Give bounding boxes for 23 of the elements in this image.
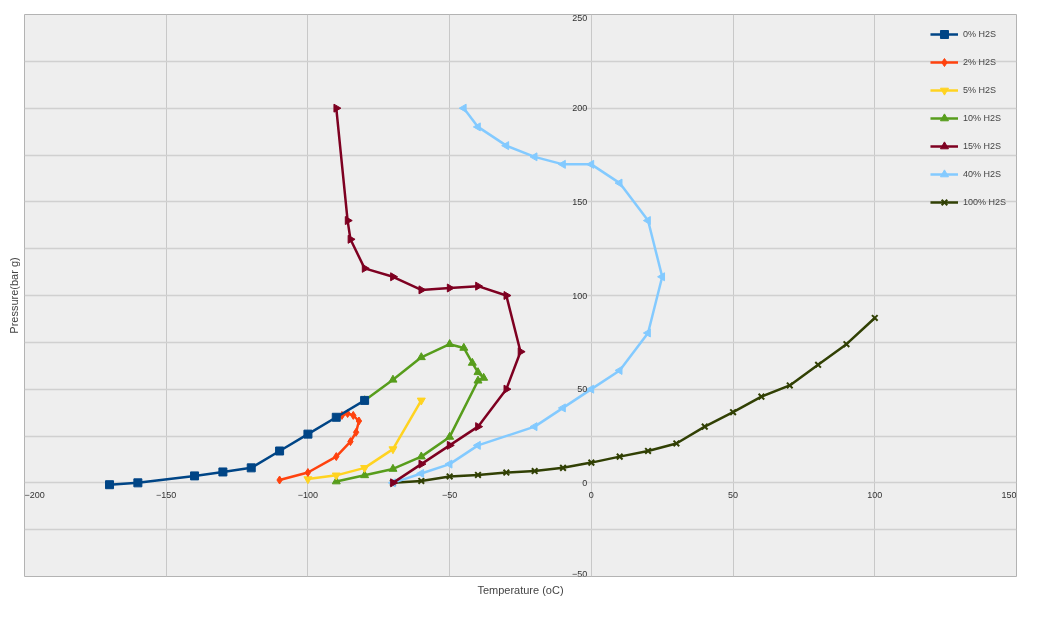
legend-label: 15% H2S xyxy=(962,141,1001,151)
legend-label: 0% H2S xyxy=(962,29,996,39)
x-axis-title: Temperature (oC) xyxy=(477,583,564,596)
legend-label: 100% H2S xyxy=(962,197,1006,207)
y-tick-label: 0 xyxy=(582,477,588,488)
x-tick-label: −100 xyxy=(297,489,319,500)
y-tick-label: 150 xyxy=(572,196,588,207)
legend-label: 2% H2S xyxy=(962,57,996,67)
x-tick-label: 100 xyxy=(867,489,883,500)
x-tick-label: −150 xyxy=(156,489,177,500)
y-tick-label: 100 xyxy=(572,290,588,301)
legend-label: 10% H2S xyxy=(962,113,1001,123)
legend-label: 40% H2S xyxy=(962,169,1001,179)
x-tick-label: −200 xyxy=(24,489,45,500)
y-tick-label: 250 xyxy=(572,12,588,23)
legend-label: 5% H2S xyxy=(962,85,996,95)
x-tick-label: −50 xyxy=(442,489,458,500)
x-tick-label: 150 xyxy=(1001,489,1017,500)
y-tick-label: 200 xyxy=(572,103,588,114)
y-tick-label: −50 xyxy=(572,568,588,579)
y-tick-label: 50 xyxy=(577,384,588,395)
x-tick-label: 50 xyxy=(728,489,739,500)
y-axis-title: Pressure(bar g) xyxy=(7,257,20,334)
